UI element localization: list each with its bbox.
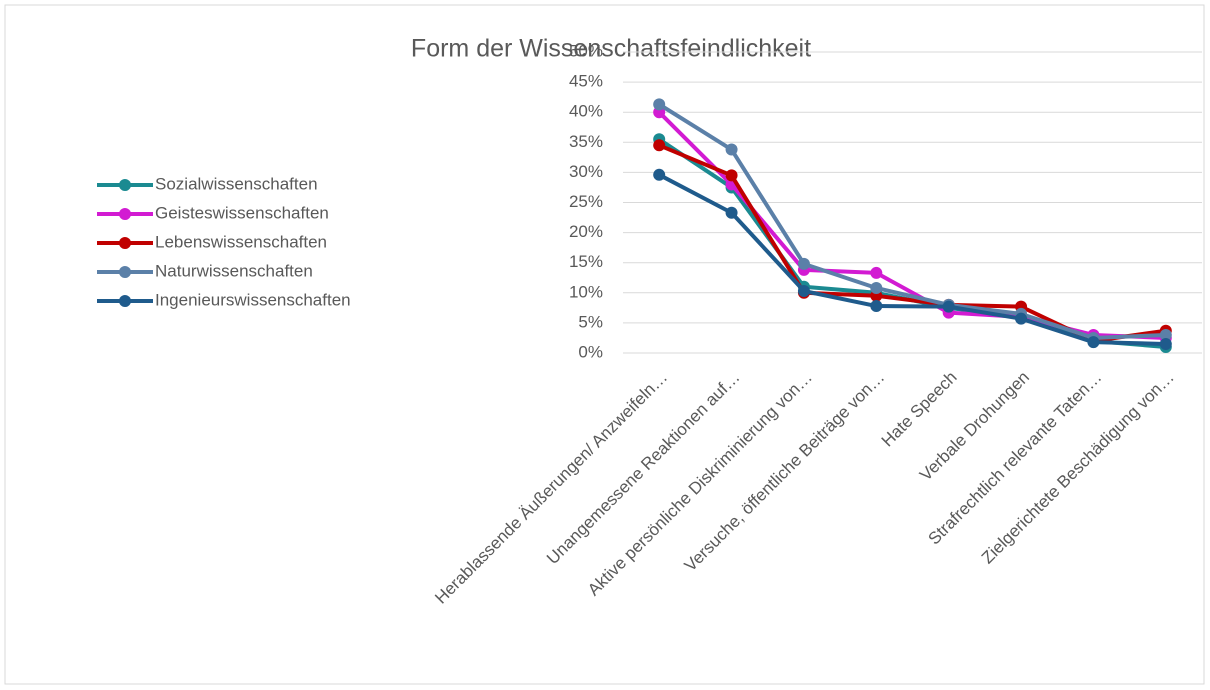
legend-label: Ingenieurswissenschaften [155,290,351,309]
y-tick-label: 25% [569,192,603,211]
legend-label: Lebenswissenschaften [155,232,327,251]
data-point [1087,336,1100,349]
y-tick-label: 35% [569,132,603,151]
y-tick-label: 20% [569,222,603,241]
legend-marker [119,208,131,220]
legend-marker [119,266,131,278]
data-point [725,169,738,182]
data-point [870,300,883,313]
data-point [870,266,883,279]
chart-title: Form der Wissenschaftsfeindlichkeit [411,35,811,63]
y-tick-label: 50% [569,41,603,60]
y-tick-label: 5% [578,312,603,331]
series-line [658,173,1166,346]
data-point [653,139,666,152]
legend-marker [119,179,131,191]
y-tick-label: 45% [569,72,603,91]
data-point [725,206,738,219]
data-point [870,281,883,294]
data-point [1015,312,1028,325]
data-point [653,168,666,181]
legend-label: Geisteswissenschaften [155,203,329,222]
legend-marker [119,237,131,249]
legend-label: Sozialwissenschaften [155,174,318,193]
chart-border [4,4,1205,685]
legend-label: Naturwissenschaften [155,261,313,280]
data-point [797,257,810,270]
data-point [942,300,955,313]
data-point [1159,328,1172,341]
y-tick-label: 10% [569,282,603,301]
y-tick-label: 30% [569,162,603,181]
data-point [797,284,810,297]
series-line [658,102,1166,340]
legend-marker [119,295,131,307]
data-point [1159,337,1172,350]
y-tick-label: 0% [578,342,603,361]
data-point [653,98,666,111]
data-point [725,143,738,156]
y-tick-label: 40% [569,102,603,121]
y-tick-label: 15% [569,252,603,271]
